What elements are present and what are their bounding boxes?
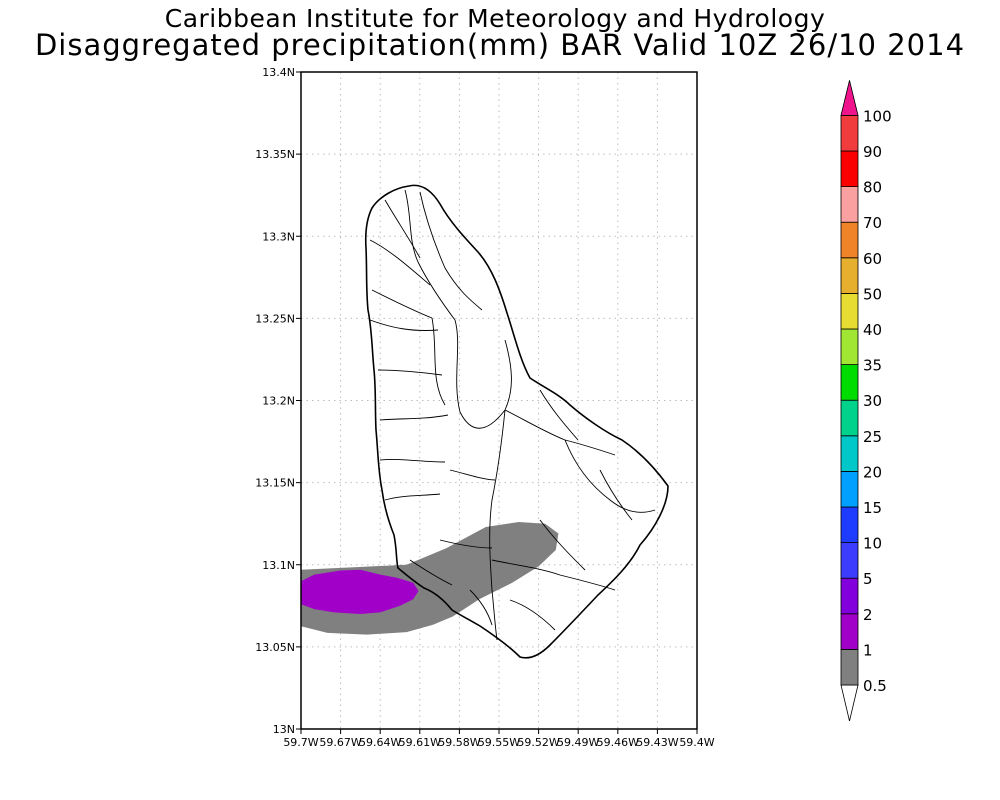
- colorbar-segment: [840, 328, 859, 365]
- colorbar-segment: [840, 435, 859, 472]
- lon-tick-label: 59.64W: [359, 736, 401, 749]
- lon-tick-label: 59.43W: [636, 736, 678, 749]
- barbados-coastline: [364, 184, 669, 659]
- precipitation-layer: [301, 522, 559, 635]
- colorbar-label: 25: [863, 428, 882, 446]
- colorbar-label: 40: [863, 321, 882, 339]
- colorbar-segment: [840, 470, 859, 508]
- colorbar-segment: [840, 542, 859, 579]
- lon-tick-label: 59.46W: [597, 736, 639, 749]
- colorbar-label: 70: [863, 214, 882, 232]
- colorbar-segment: [840, 221, 859, 259]
- colorbar-label: 2: [863, 606, 873, 624]
- colorbar-label: 30: [863, 392, 882, 410]
- grid-lines: [301, 72, 697, 729]
- colorbar-segment: [840, 649, 859, 686]
- lat-tick-label: 13.4N: [262, 66, 295, 79]
- lat-tick-label: 13.35N: [255, 148, 295, 161]
- lon-tick-label: 59.58W: [438, 736, 480, 749]
- barbados-map: [364, 184, 669, 659]
- colorbar-label: 90: [863, 143, 882, 161]
- colorbar-label: 20: [863, 463, 882, 481]
- colorbar-segment: [840, 115, 859, 152]
- colorbar-top-arrow: [840, 80, 859, 116]
- lat-tick-label: 13.1N: [262, 559, 295, 572]
- lat-tick-label: 13N: [273, 723, 295, 736]
- colorbar-segment: [840, 364, 859, 401]
- lat-tick-label: 13.15N: [255, 477, 295, 490]
- axis-labels: 13N 13.05N 13.1N 13.15N 13.2N 13.25N 13.3N 13.3…: [255, 66, 715, 749]
- colorbar-label: 80: [863, 179, 882, 197]
- lat-tick-label: 13.2N: [262, 395, 295, 408]
- lon-tick-label: 59.4W: [679, 736, 714, 749]
- lon-tick-label: 59.49W: [557, 736, 599, 749]
- colorbar-segment: [840, 150, 859, 187]
- colorbar-segment: [840, 399, 859, 437]
- subtitle: Disaggregated precipitation(mm) BAR Vali…: [34, 28, 966, 62]
- header: Caribbean Institute for Meteorology and …: [0, 0, 1000, 70]
- lon-tick-label: 59.7W: [283, 736, 318, 749]
- colorbar-label: 15: [863, 499, 882, 517]
- colorbar-label: 100: [863, 107, 892, 125]
- precip-area-1-2: [301, 569, 419, 614]
- colorbar-label: 0.5: [863, 677, 887, 695]
- lat-tick-label: 13.25N: [255, 312, 295, 325]
- title: Caribbean Institute for Meteorology and …: [164, 4, 826, 33]
- lon-tick-label: 59.55W: [478, 736, 520, 749]
- colorbar-label: 50: [863, 285, 882, 303]
- lon-tick-label: 59.52W: [517, 736, 559, 749]
- lat-tick-label: 13.05N: [255, 641, 295, 654]
- lat-tick-label: 13.3N: [262, 230, 295, 243]
- colorbar-segment: [840, 186, 859, 223]
- colorbar-segment: [840, 257, 859, 294]
- colorbar-segment: [840, 577, 859, 615]
- colorbar-label: 5: [863, 570, 873, 588]
- colorbar-segment: [840, 292, 859, 330]
- colorbar-bottom-arrow: [840, 684, 859, 722]
- colorbar-segment: [840, 506, 859, 543]
- lon-tick-label: 59.61W: [399, 736, 441, 749]
- colorbar-label: 35: [863, 357, 882, 375]
- lon-tick-label: 59.67W: [319, 736, 361, 749]
- colorbar-label: 1: [863, 641, 873, 659]
- colorbar-label: 10: [863, 535, 882, 553]
- watershed-boundaries: [369, 189, 656, 641]
- colorbar-segment: [840, 613, 859, 650]
- colorbar-label: 60: [863, 250, 882, 268]
